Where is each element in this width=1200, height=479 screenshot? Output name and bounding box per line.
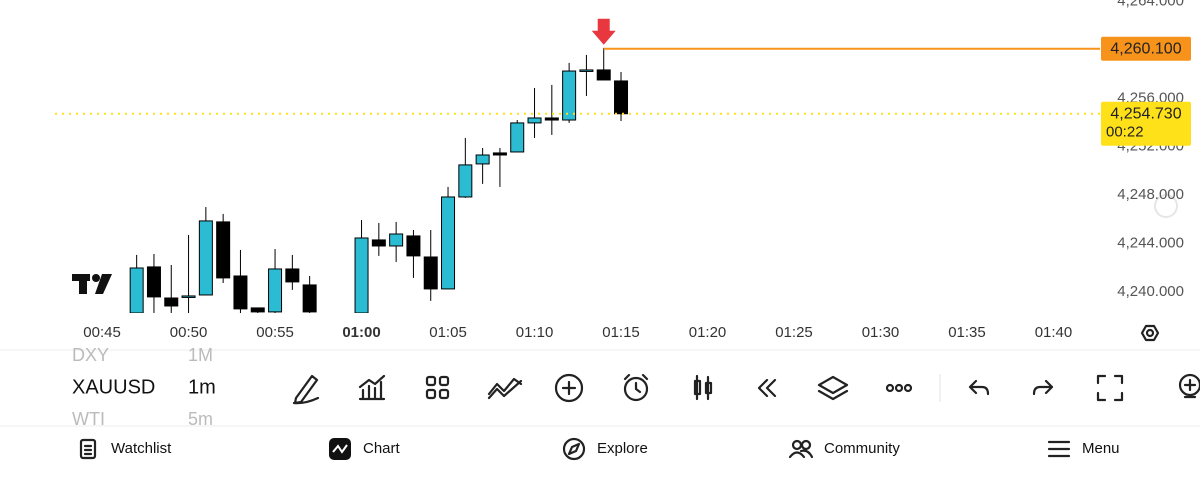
x-tick-label: 01:25 bbox=[775, 324, 813, 341]
candle-body bbox=[302, 284, 317, 313]
price-label: 4,260.100 bbox=[1110, 40, 1181, 57]
menu-icon bbox=[1047, 440, 1071, 458]
y-tick-label: 4,244.000 bbox=[1117, 235, 1184, 252]
price-label-box bbox=[1101, 101, 1191, 146]
replay[interactable] bbox=[757, 378, 777, 398]
community-icon bbox=[788, 439, 814, 459]
tv-logo bbox=[72, 274, 112, 294]
x-tick-label: 00:55 bbox=[256, 324, 294, 341]
y-tick-label: 4,264.000 bbox=[1117, 0, 1184, 10]
interval[interactable]: 1M bbox=[188, 345, 213, 365]
x-tick-label: 01:20 bbox=[689, 324, 727, 341]
ideas[interactable] bbox=[1178, 373, 1200, 399]
candle-body bbox=[492, 152, 507, 156]
candle-type[interactable] bbox=[693, 374, 713, 401]
objects[interactable] bbox=[817, 375, 849, 401]
candle-body bbox=[164, 297, 179, 307]
more[interactable] bbox=[885, 383, 913, 393]
candle-body bbox=[250, 307, 265, 313]
ghost-button[interactable] bbox=[1154, 194, 1178, 218]
candle-body bbox=[354, 237, 369, 313]
candle-body bbox=[146, 266, 161, 298]
candle-body bbox=[614, 80, 629, 115]
x-tick-label: 00:45 bbox=[83, 324, 121, 341]
plot-area bbox=[129, 47, 629, 313]
x-tick-label: 01:00 bbox=[342, 324, 380, 341]
symbol[interactable]: DXY bbox=[72, 345, 109, 365]
bottom-nav: Watchlist Chart Explore Community Menu bbox=[79, 437, 1120, 461]
candle-body bbox=[285, 268, 300, 283]
interval[interactable]: 1m bbox=[188, 376, 216, 398]
add[interactable] bbox=[554, 373, 584, 403]
alert-arrow bbox=[591, 18, 616, 45]
candle-body bbox=[441, 196, 456, 290]
candle-body bbox=[544, 117, 559, 121]
candle-body bbox=[596, 69, 611, 81]
indicators[interactable] bbox=[358, 374, 386, 401]
fullscreen[interactable] bbox=[1096, 374, 1124, 402]
nav-item[interactable]: Watchlist bbox=[111, 440, 172, 457]
candle-body bbox=[233, 275, 248, 310]
countdown: 00:22 bbox=[1106, 124, 1144, 141]
interval[interactable]: 5m bbox=[188, 409, 213, 429]
watchlist-icon bbox=[79, 438, 97, 460]
candle-body bbox=[475, 154, 490, 165]
explore-icon bbox=[562, 437, 586, 461]
candle-body bbox=[198, 220, 213, 296]
x-tick-label: 01:05 bbox=[429, 324, 467, 341]
symbol[interactable]: XAUUSD bbox=[72, 376, 155, 398]
axis-settings-dot bbox=[1145, 328, 1155, 338]
candle-body bbox=[527, 117, 542, 124]
candle-body bbox=[129, 267, 144, 313]
nav-item[interactable]: Menu bbox=[1082, 440, 1120, 457]
nav-item[interactable]: Explore bbox=[597, 440, 648, 457]
candle-body bbox=[268, 268, 283, 313]
candle-body bbox=[181, 295, 196, 298]
candle-body bbox=[389, 233, 404, 247]
alert[interactable] bbox=[623, 373, 649, 402]
candle-body bbox=[406, 235, 421, 257]
price-label: 4,254.730 bbox=[1110, 105, 1181, 122]
candle-body bbox=[510, 122, 525, 153]
nav-item[interactable]: Community bbox=[824, 440, 900, 457]
x-tick-label: 01:10 bbox=[516, 324, 554, 341]
x-tick-label: 01:35 bbox=[948, 324, 986, 341]
nav-item[interactable]: Chart bbox=[363, 440, 401, 457]
toolbar bbox=[292, 373, 1200, 405]
layouts[interactable] bbox=[425, 375, 450, 400]
candle-body bbox=[579, 69, 594, 72]
y-tick-label: 4,248.000 bbox=[1117, 186, 1184, 203]
x-tick-label: 00:50 bbox=[170, 324, 208, 341]
y-tick-label: 4,240.000 bbox=[1117, 283, 1184, 300]
undo[interactable] bbox=[968, 379, 990, 396]
candle-body bbox=[371, 239, 386, 247]
x-tick-label: 01:15 bbox=[602, 324, 640, 341]
compare[interactable] bbox=[487, 377, 523, 400]
axis-settings[interactable] bbox=[1140, 324, 1160, 342]
draw-tool[interactable] bbox=[292, 374, 320, 405]
price-label-box bbox=[1101, 36, 1191, 61]
symbol[interactable]: WTI bbox=[72, 409, 105, 429]
redo bbox=[1032, 379, 1054, 396]
candle-body bbox=[216, 221, 231, 279]
x-tick-label: 01:30 bbox=[862, 324, 900, 341]
chart-icon bbox=[329, 438, 351, 460]
candle-body bbox=[562, 70, 577, 121]
candle-body bbox=[423, 256, 438, 290]
x-tick-label: 01:40 bbox=[1035, 324, 1073, 341]
candle-body bbox=[458, 164, 473, 198]
